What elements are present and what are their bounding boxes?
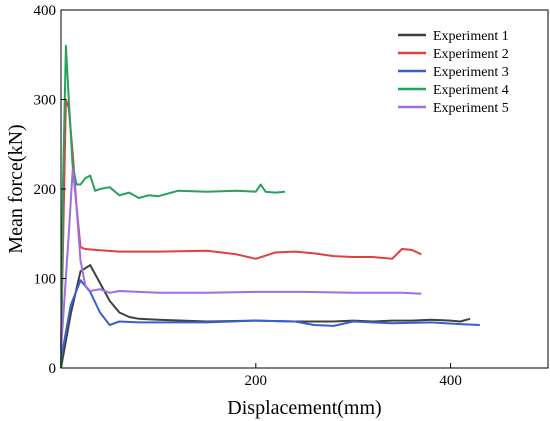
- series-line-4: [60, 44, 286, 369]
- plot-area-frame: [60, 9, 549, 369]
- series-line-5: [60, 168, 422, 351]
- plot-lines: [60, 44, 480, 369]
- series-line-2: [60, 98, 422, 351]
- axis-ticks: 0 100 200 300 400 200 400: [34, 3, 462, 389]
- legend: Experiment 1 Experiment 2 Experiment 3 Expe…: [398, 29, 509, 116]
- y-tick-label: 200: [34, 182, 57, 198]
- y-tick-label: 100: [34, 272, 57, 288]
- series-line-1: [60, 264, 471, 369]
- legend-label-2: Experiment 2: [433, 47, 509, 62]
- x-tick-label: 200: [245, 373, 268, 389]
- y-tick-label: 0: [49, 361, 57, 377]
- y-tick-label: 400: [34, 3, 57, 19]
- legend-label-4: Experiment 4: [433, 83, 509, 98]
- legend-label-5: Experiment 5: [433, 101, 509, 116]
- x-tick-label: 400: [439, 373, 462, 389]
- y-tick-label: 300: [34, 93, 57, 109]
- legend-label-1: Experiment 1: [433, 29, 509, 44]
- x-axis-title: Displacement(mm): [227, 397, 381, 419]
- y-axis-title: Mean force(kN): [5, 124, 27, 253]
- legend-label-3: Experiment 3: [433, 65, 509, 80]
